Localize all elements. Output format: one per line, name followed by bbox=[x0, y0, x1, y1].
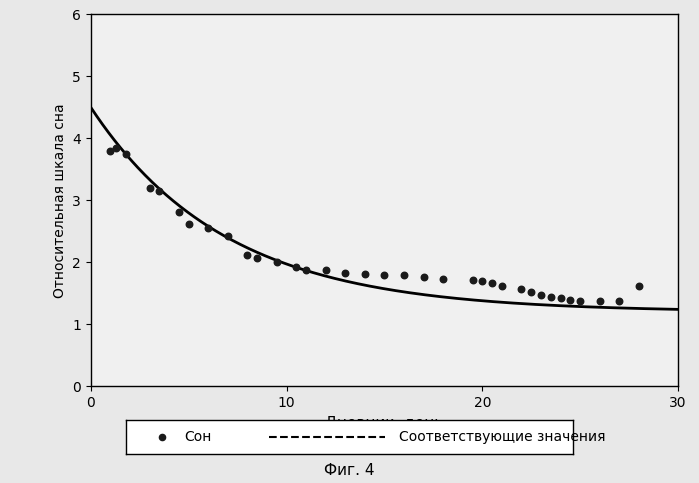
Point bbox=[252, 254, 263, 262]
Point bbox=[154, 187, 165, 195]
Point bbox=[222, 232, 233, 240]
Point bbox=[271, 258, 282, 266]
Point bbox=[301, 267, 312, 274]
Point bbox=[359, 270, 370, 277]
Point bbox=[565, 296, 576, 303]
Point bbox=[105, 147, 116, 155]
Point bbox=[496, 282, 507, 290]
Text: Сон: Сон bbox=[184, 430, 211, 444]
X-axis label: Дневник, день: Дневник, день bbox=[325, 416, 444, 431]
Point bbox=[614, 298, 625, 305]
Point bbox=[379, 271, 390, 279]
Point bbox=[535, 291, 547, 298]
Point bbox=[120, 150, 131, 158]
Point bbox=[203, 224, 214, 231]
Point bbox=[438, 275, 449, 283]
Point bbox=[594, 298, 605, 305]
Point bbox=[526, 288, 537, 296]
Text: Фиг. 4: Фиг. 4 bbox=[324, 463, 375, 478]
Point bbox=[183, 220, 194, 228]
Y-axis label: Относительная шкала сна: Относительная шкала сна bbox=[52, 103, 66, 298]
Point bbox=[110, 144, 122, 152]
Point bbox=[291, 264, 302, 271]
Point bbox=[477, 277, 488, 285]
Point bbox=[173, 208, 185, 215]
Point bbox=[242, 251, 253, 259]
Point bbox=[545, 293, 556, 301]
Point bbox=[633, 282, 644, 290]
Text: Соответствующие значения: Соответствующие значения bbox=[398, 430, 605, 444]
Point bbox=[144, 184, 155, 192]
Point bbox=[467, 276, 478, 284]
Point bbox=[487, 279, 498, 287]
Point bbox=[418, 273, 429, 281]
Point bbox=[516, 285, 527, 293]
Point bbox=[340, 269, 351, 277]
Point bbox=[575, 297, 586, 305]
Point bbox=[555, 295, 566, 302]
Point bbox=[398, 271, 410, 279]
Point bbox=[320, 267, 331, 274]
Point bbox=[156, 433, 167, 441]
